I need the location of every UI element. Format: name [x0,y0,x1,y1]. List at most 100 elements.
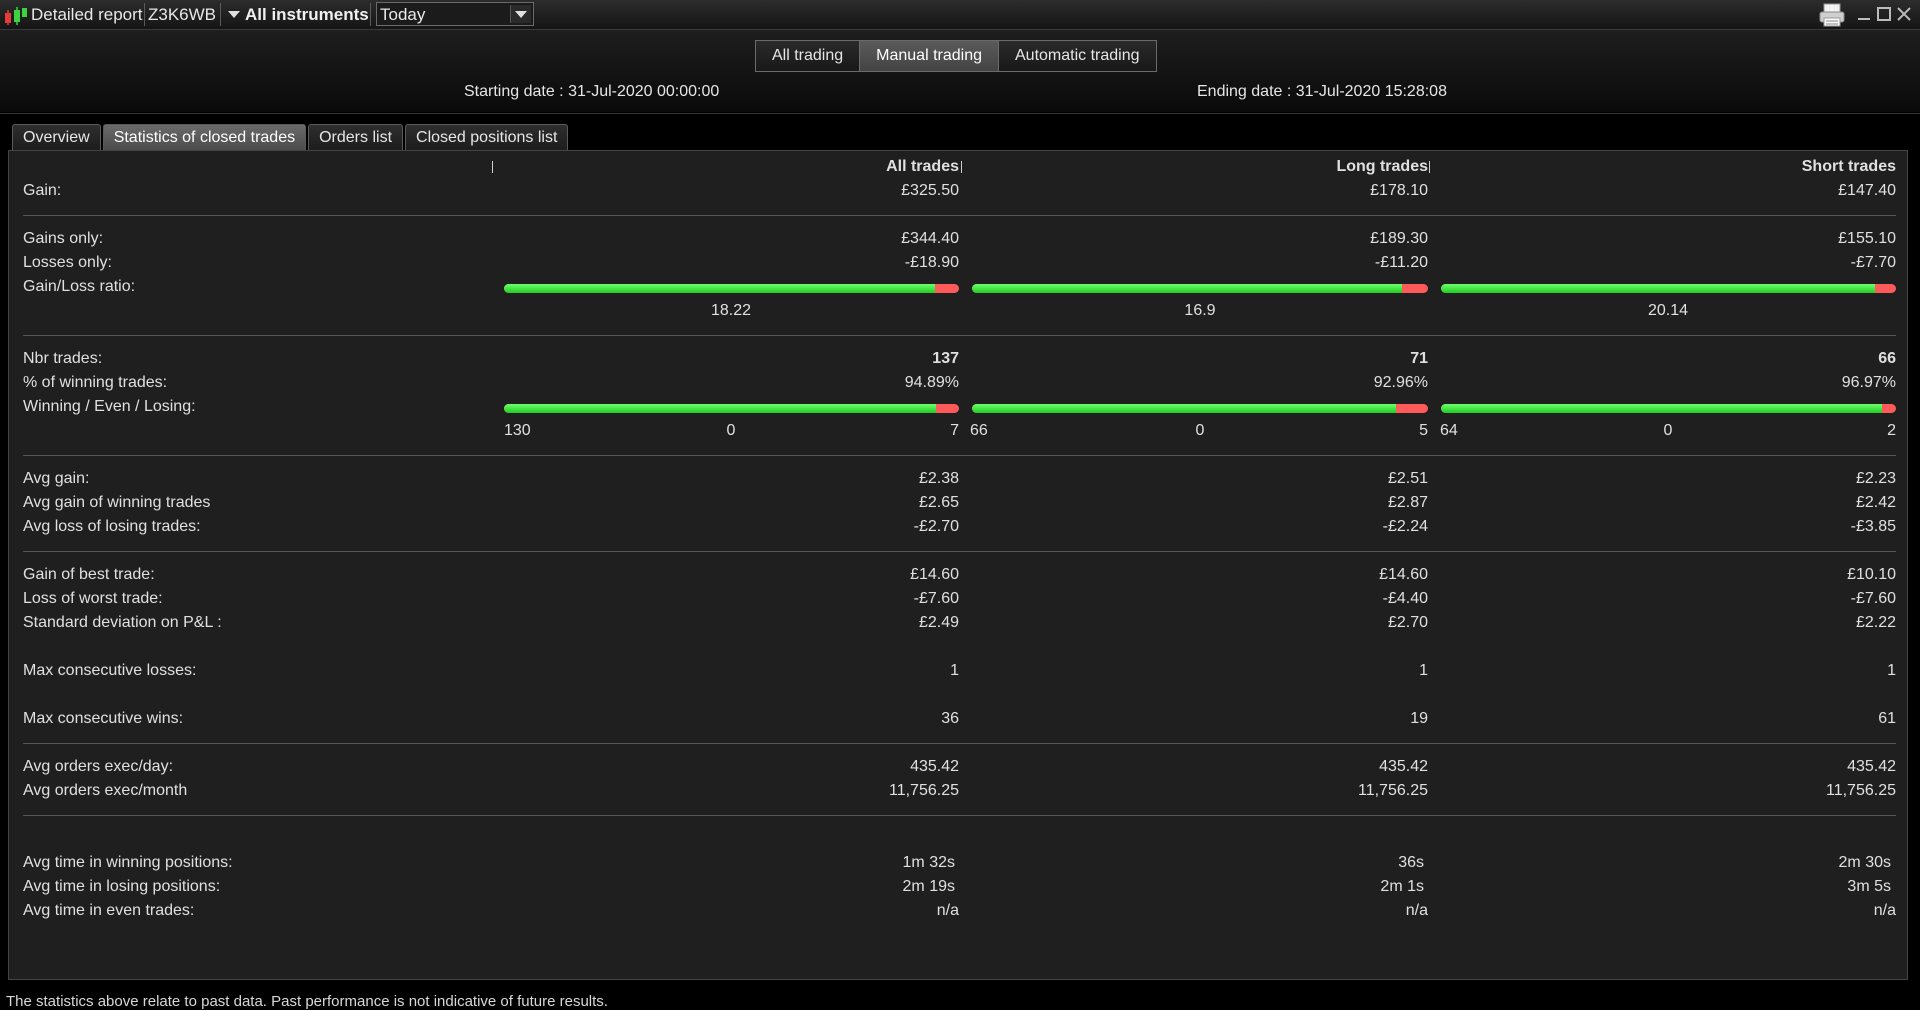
account-id[interactable]: Z3K6WB [148,5,217,24]
even-count-long: 0 [1195,422,1205,439]
tab-closed-positions-list[interactable]: Closed positions list [405,124,569,151]
avg-time-losing-long: 2m 1s [1380,878,1424,895]
gain-loss-ratio-short: 20.14 [1647,302,1689,319]
avg-orders-month-short: 11,756.25 [1826,782,1896,799]
avg-gain-winning-short: £2.42 [1855,494,1896,511]
printer-icon[interactable] [1818,3,1846,27]
tab-automatic-trading[interactable]: Automatic trading [999,41,1156,71]
pct-winning-all: 94.89% [904,374,959,391]
avg-time-even-short: n/a [1873,902,1896,919]
column-header-short-trades: Short trades [1801,158,1896,175]
divider [23,815,1896,816]
std-dev-short: £2.22 [1855,614,1896,631]
tab-overview[interactable]: Overview [12,124,101,151]
column-resize-handle[interactable] [961,161,962,173]
avg-time-winning-short: 2m 30s [1838,854,1891,871]
instruments-dropdown[interactable]: All instruments [228,5,369,25]
column-header-long-trades: Long trades [1336,158,1428,175]
maximize-icon[interactable] [1875,5,1893,23]
chevron-down-icon [228,11,240,18]
gain-long: £178.10 [1370,182,1428,199]
separator [370,3,371,26]
avg-time-winning-long: 36s [1398,854,1424,871]
losses-only-all: -£18.90 [904,254,959,271]
win-even-lose-bar-short [1441,404,1896,413]
trading-mode-selector: All trading Manual trading Automatic tra… [755,40,1157,72]
stat-label-avg-time-even: Avg time in even trades: [23,902,195,919]
gain-loss-ratio-bar-long [972,284,1428,293]
divider [23,215,1896,216]
period-value: Today [380,5,426,24]
gains-only-all: £344.40 [901,230,959,247]
ending-date: Ending date : 31-Jul-2020 15:28:08 [1197,83,1447,100]
tab-manual-trading[interactable]: Manual trading [860,41,999,71]
worst-trade-all: -£7.60 [913,590,959,607]
stat-label-avg-loss-losing: Avg loss of losing trades: [23,518,201,535]
avg-gain-long: £2.51 [1387,470,1428,487]
stat-label-avg-orders-day: Avg orders exec/day: [23,758,174,775]
stat-label-avg-orders-month: Avg orders exec/month [23,782,188,799]
max-consec-wins-short: 61 [1878,710,1896,727]
bar-green-fill [504,404,936,413]
stat-label-avg-time-winning: Avg time in winning positions: [23,854,233,871]
nbr-trades-long: 71 [1410,350,1428,367]
gain-loss-ratio-bar-all [504,284,959,293]
close-icon[interactable] [1895,5,1913,23]
tab-orders-list[interactable]: Orders list [308,124,404,151]
avg-orders-month-all: 11,756.25 [889,782,959,799]
gains-only-short: £155.10 [1838,230,1896,247]
avg-time-winning-all: 1m 32s [902,854,955,871]
column-resize-handle[interactable] [1429,161,1430,173]
stat-label-avg-gain-winning: Avg gain of winning trades [23,494,211,511]
gain-loss-ratio-all: 18.22 [710,302,752,319]
avg-gain-winning-all: £2.65 [918,494,959,511]
losses-only-short: -£7.70 [1850,254,1896,271]
column-resize-handle[interactable] [492,161,493,173]
stat-label-std-dev: Standard deviation on P&L : [23,614,222,631]
candlestick-icon [5,7,27,25]
statistics-panel [8,150,1908,980]
stat-label-avg-time-losing: Avg time in losing positions: [23,878,221,895]
divider [0,113,1920,114]
report-tabs: Overview Statistics of closed trades Ord… [12,124,570,151]
avg-time-losing-all: 2m 19s [902,878,955,895]
avg-orders-day-long: 435.42 [1379,758,1428,775]
tab-statistics-closed-trades[interactable]: Statistics of closed trades [102,124,307,151]
max-consec-losses-all: 1 [950,662,959,679]
losing-count-long: 5 [1419,422,1428,439]
bar-green-fill [1441,284,1875,293]
gain-loss-ratio-bar-short [1441,284,1896,293]
even-count-short: 0 [1663,422,1673,439]
minimize-icon[interactable] [1855,5,1873,23]
avg-gain-short: £2.23 [1855,470,1896,487]
stat-label-max-consec-wins: Max consecutive wins: [23,710,184,727]
avg-time-even-long: n/a [1405,902,1428,919]
losing-count-all: 7 [950,422,959,439]
bar-green-fill [972,284,1403,293]
instruments-label: All instruments [245,5,369,24]
divider [23,743,1896,744]
tab-all-trading[interactable]: All trading [756,41,861,71]
stat-label-nbr-trades: Nbr trades: [23,350,103,367]
period-select[interactable]: Today [376,2,534,26]
stat-label-win-even-lose: Winning / Even / Losing: [23,398,196,415]
chevron-down-icon[interactable] [510,5,531,23]
max-consec-losses-short: 1 [1887,662,1896,679]
avg-orders-day-all: 435.42 [910,758,959,775]
avg-gain-winning-long: £2.87 [1387,494,1428,511]
pct-winning-short: 96.97% [1841,374,1896,391]
disclaimer-text: The statistics above relate to past data… [6,993,608,1010]
best-trade-long: £14.60 [1379,566,1428,583]
stat-label-gain-loss-ratio: Gain/Loss ratio: [23,278,136,295]
stat-label-gain: Gain: [23,182,62,199]
avg-gain-all: £2.38 [918,470,959,487]
even-count-all: 0 [726,422,736,439]
bar-green-fill [504,284,936,293]
nbr-trades-all: 137 [932,350,959,367]
worst-trade-long: -£4.40 [1382,590,1428,607]
stat-label-max-consec-losses: Max consecutive losses: [23,662,197,679]
avg-orders-day-short: 435.42 [1847,758,1896,775]
separator [144,3,145,26]
std-dev-long: £2.70 [1387,614,1428,631]
bar-green-fill [1441,404,1883,413]
